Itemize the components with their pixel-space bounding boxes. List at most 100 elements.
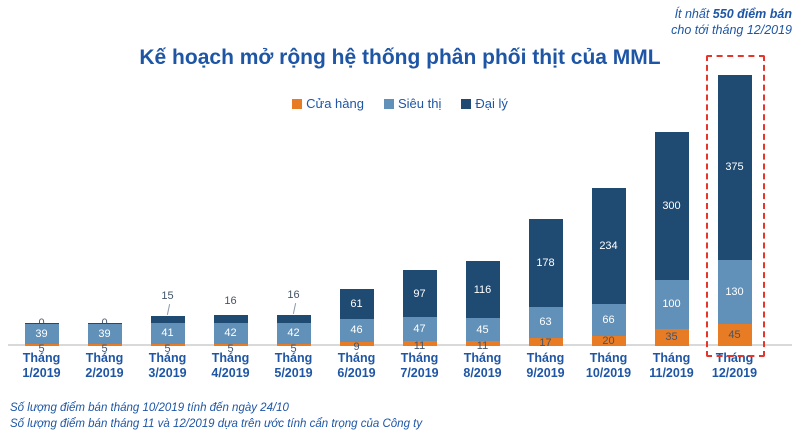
x-axis-label: Tháng 10/2019 [585, 351, 632, 380]
bar-segment-sieu-thi: 130 [717, 259, 752, 324]
bar-segment-dai-ly: 61 [339, 288, 374, 319]
data-label: 5 [164, 342, 171, 355]
plot-area: 0539Tháng1/20190539Tháng2/201915541Tháng… [8, 0, 792, 380]
x-axis-label: Tháng 4/2019 [211, 351, 250, 380]
bar-segment-dai-ly [150, 315, 185, 324]
bar-segment-dai-ly: 178 [528, 218, 563, 307]
bar-segment-sieu-thi: 63 [528, 306, 563, 338]
data-label: 17 [539, 336, 552, 349]
legend: Cửa hàng Siêu thị Đại lý [0, 96, 800, 111]
bar-segment-cua-hang: 20 [591, 335, 626, 347]
bar-stack: 5 42 [213, 314, 248, 355]
bar-segment-cua-hang: 5 [213, 343, 248, 355]
annotation-line1-regular: Ít nhất [674, 7, 713, 21]
bar-segment-cua-hang: 5 [150, 343, 185, 355]
bar-column: 15 5 41 Tháng 3/2019 [136, 0, 199, 380]
bar-segment-dai-ly: 375 [717, 75, 752, 260]
x-axis-label: Tháng 11/2019 [649, 351, 694, 380]
bar-stack: 5 39 [87, 322, 122, 355]
bar-segment-dai-ly [213, 314, 248, 323]
data-label: 375 [725, 161, 744, 174]
data-label: 100 [662, 298, 681, 311]
data-label: 41 [161, 327, 174, 340]
data-label: 178 [536, 256, 555, 269]
bar-segment-sieu-thi: 46 [339, 318, 374, 342]
bar-segment-sieu-thi: 39 [87, 324, 122, 344]
data-label: 234 [599, 239, 618, 252]
highlight-box [706, 55, 765, 357]
bar-segment-cua-hang: 45 [717, 323, 752, 346]
legend-label: Đại lý [475, 96, 508, 111]
data-label-outside: 16 [224, 294, 237, 307]
bar-segment-sieu-thi: 100 [654, 279, 689, 329]
bar-column: 0539Tháng2/2019 [73, 0, 136, 379]
bar-column: 11 45 116 Tháng 8/2019 [451, 0, 514, 380]
data-label: 42 [224, 327, 237, 340]
data-label: 97 [413, 287, 426, 300]
bar-segment-sieu-thi: 66 [591, 303, 626, 337]
bar-stack: 11 47 97 [402, 269, 437, 352]
data-label: 45 [476, 323, 489, 336]
footnote-line: Số lượng điểm bán tháng 11 và 12/2019 dự… [10, 418, 423, 431]
bar-stack: 5 42 [276, 314, 311, 355]
bar-segment-sieu-thi: 45 [465, 318, 500, 341]
bar-segment-dai-ly: 97 [402, 269, 437, 318]
data-label: 5 [101, 342, 108, 355]
data-label-outside: 16 [287, 288, 300, 301]
leader-line [292, 302, 296, 314]
bar-segment-dai-ly: 300 [654, 131, 689, 280]
chart-title: Kế hoạch mở rộng hệ thống phân phối thịt… [139, 46, 661, 69]
legend-label: Cửa hàng [306, 96, 364, 111]
bar-segment-cua-hang: 11 [465, 340, 500, 352]
bar-segment-cua-hang: 5 [276, 343, 311, 355]
data-label: 35 [665, 331, 678, 344]
bar-segment-sieu-thi: 47 [402, 317, 437, 341]
data-label: 39 [35, 327, 48, 340]
data-label: 11 [413, 339, 426, 352]
x-axis-label: Tháng 7/2019 [400, 351, 439, 380]
legend-item-sieu-thi: Siêu thị [383, 96, 442, 111]
bar-stack: 5 39 [24, 322, 59, 355]
data-label: 9 [353, 340, 360, 353]
footnote-line: Số lượng điểm bán tháng 10/2019 tính đến… [10, 402, 289, 414]
bar-segment-dai-ly [24, 322, 59, 325]
x-axis-label: Tháng 2/2019 [85, 351, 124, 380]
bar-column: 20 66 234 Tháng 10/2019 [577, 0, 640, 380]
legend-label: Siêu thị [397, 96, 442, 111]
annotation-note: Ít nhất 550 điểm bán cho tới tháng 12/20… [671, 6, 792, 39]
legend-swatch-cua-hang [292, 98, 303, 109]
legend-item-dai-ly: Đại lý [461, 96, 508, 111]
annotation-line1: Ít nhất 550 điểm bán [671, 6, 792, 22]
bar-column: 0539Tháng1/2019 [10, 0, 73, 379]
bar-stack: 35 100 300 [654, 131, 689, 346]
bar-stack: 9 46 61 [339, 288, 374, 353]
data-label-outside: 15 [161, 289, 174, 302]
bar-segment-cua-hang: 17 [528, 337, 563, 349]
bar-column: 35 100 300 Tháng 11/2019 [640, 0, 703, 380]
x-axis-label: Tháng 3/2019 [148, 351, 187, 380]
x-axis-label: Tháng 8/2019 [463, 351, 502, 380]
leader-line [166, 303, 170, 315]
annotation-line2: cho tới tháng 12/2019 [671, 23, 792, 38]
data-label: 47 [413, 323, 426, 336]
data-label: 11 [476, 339, 489, 352]
bar-segment-dai-ly [276, 314, 311, 323]
bar-segment-cua-hang: 9 [339, 341, 374, 353]
bar-segment-cua-hang: 11 [402, 340, 437, 352]
bar-segment-sieu-thi: 41 [150, 323, 185, 344]
bar-segment-sieu-thi: 42 [276, 322, 311, 344]
bar-column: 17 63 178 Tháng 9/2019 [514, 0, 577, 380]
bar-segment-dai-ly: 234 [591, 188, 626, 304]
data-label: 66 [602, 313, 615, 326]
bar-segment-sieu-thi: 42 [213, 322, 248, 344]
legend-swatch-dai-ly [461, 98, 472, 109]
bar-stack: 17 63 178 [528, 218, 563, 349]
x-axis-line [8, 344, 792, 346]
data-label: 116 [473, 283, 492, 296]
bar-stack: 45 130 375 [717, 75, 752, 346]
bar-column: 9 46 61 Tháng 6/2019 [325, 0, 388, 380]
annotation-line1-bold: 550 điểm bán [712, 7, 792, 21]
bar-column: 45 130 375 Tháng 12/2019 [703, 0, 766, 380]
bar-segment-cua-hang: 35 [654, 328, 689, 346]
